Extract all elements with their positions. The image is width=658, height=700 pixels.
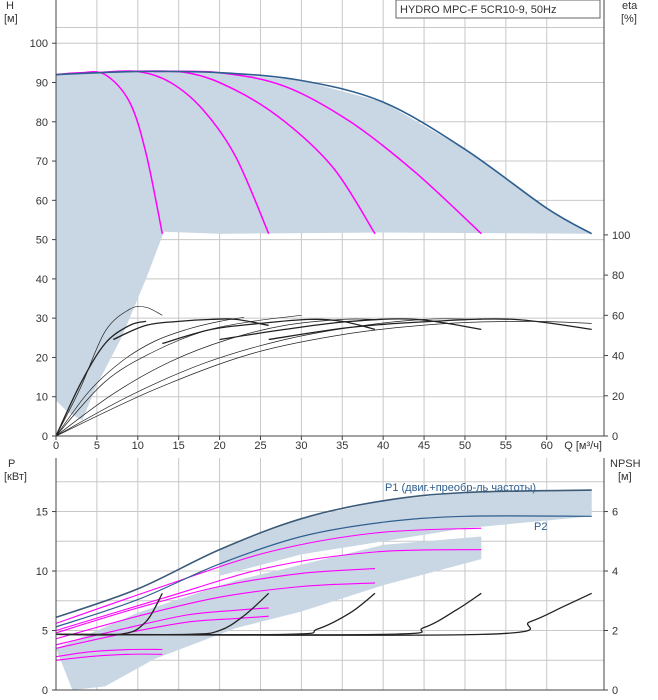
head-tick-label: 60 (36, 195, 48, 207)
power-speed-curve (55, 615, 269, 649)
flow-tick-label: 5 (94, 440, 100, 452)
eta-tick-label: 20 (612, 391, 624, 403)
efficiency-curve (55, 318, 482, 437)
flow-tick-label: 40 (377, 440, 389, 452)
eta-tick-label: 40 (612, 351, 624, 363)
flow-axis-label: Q [м³/ч] (564, 440, 602, 452)
power-speed-curve (55, 549, 482, 632)
eta-tick-label: 60 (612, 310, 624, 322)
eta-axis-unit: [%] (621, 13, 637, 25)
flow-tick-label: 50 (459, 440, 471, 452)
power-speed-curve (55, 582, 376, 640)
efficiency-curve (55, 318, 376, 437)
efficiency-curve (55, 321, 592, 437)
p1-thin-curve (55, 489, 592, 618)
npsh-tick-label: 0 (612, 685, 618, 697)
power-speed-curve (55, 653, 163, 661)
head-tick-label: 100 (30, 38, 48, 50)
eta-axis-label: eta (622, 0, 638, 12)
npsh-axis-unit: [м] (618, 471, 632, 483)
flow-tick-label: 20 (213, 440, 225, 452)
power-tick-label: 5 (42, 626, 48, 638)
power-operating-area-lower (56, 536, 482, 690)
head-axis-label: H (6, 0, 14, 12)
npsh-axis-label: NPSH (610, 458, 641, 470)
efficiency-curve (219, 318, 482, 341)
npsh-tick-label: 4 (612, 566, 618, 578)
title-box (395, 0, 601, 19)
npsh-tick-label: 6 (612, 507, 618, 519)
head-tick-label: 20 (36, 352, 48, 364)
efficiency-curve (55, 306, 163, 437)
head-axis-unit: [м] (4, 13, 18, 25)
head-tick-label: 70 (36, 156, 48, 168)
flow-tick-label: 55 (500, 440, 512, 452)
efficiency-curve (55, 320, 147, 437)
power-tick-label: 15 (36, 507, 48, 519)
head-tick-label: 10 (36, 392, 48, 404)
head-tick-label: 30 (36, 313, 48, 325)
eta-tick-label: 100 (612, 230, 630, 242)
npsh-tick-label: 2 (612, 626, 618, 638)
power-axis-label: P (8, 458, 15, 470)
power-speed-curve (55, 527, 482, 624)
head-tick-label: 40 (36, 274, 48, 286)
head-tick-label: 50 (36, 235, 48, 247)
power-speed-curve (55, 568, 376, 634)
head-operating-area (56, 71, 592, 421)
flow-tick-label: 25 (254, 440, 266, 452)
efficiency-curve (55, 314, 302, 437)
efficiency-curve (55, 316, 245, 437)
head-tick-label: 80 (36, 117, 48, 129)
flow-tick-label: 30 (295, 440, 307, 452)
flow-tick-label: 10 (132, 440, 144, 452)
chart-title: HYDRO MPC-F 5CR10-9, 50Hz (400, 4, 556, 16)
power-speed-curve (55, 648, 163, 658)
flow-tick-label: 15 (173, 440, 185, 452)
npsh-curve (55, 592, 592, 636)
flow-tick-label: 45 (418, 440, 430, 452)
flow-tick-label: 0 (53, 440, 59, 452)
p2-max-curve (55, 515, 592, 628)
power-tick-label: 10 (36, 566, 48, 578)
efficiency-curve (268, 318, 592, 341)
head-max-curve (55, 70, 593, 235)
efficiency-curve (113, 318, 269, 341)
power-operating-area (219, 490, 592, 576)
p1-series-label: P1 (двиг.+преобр-ль частоты) (385, 482, 536, 494)
head-tick-label: 0 (42, 431, 48, 443)
eta-tick-label: 0 (612, 431, 618, 443)
p2-series-label: P2 (534, 521, 547, 533)
power-tick-label: 0 (42, 685, 48, 697)
head-speed-curve (55, 71, 164, 234)
eta-tick-label: 80 (612, 270, 624, 282)
head-tick-label: 90 (36, 77, 48, 89)
flow-tick-label: 60 (541, 440, 553, 452)
flow-tick-label: 35 (336, 440, 348, 452)
power-axis-unit: [кВт] (4, 471, 27, 483)
